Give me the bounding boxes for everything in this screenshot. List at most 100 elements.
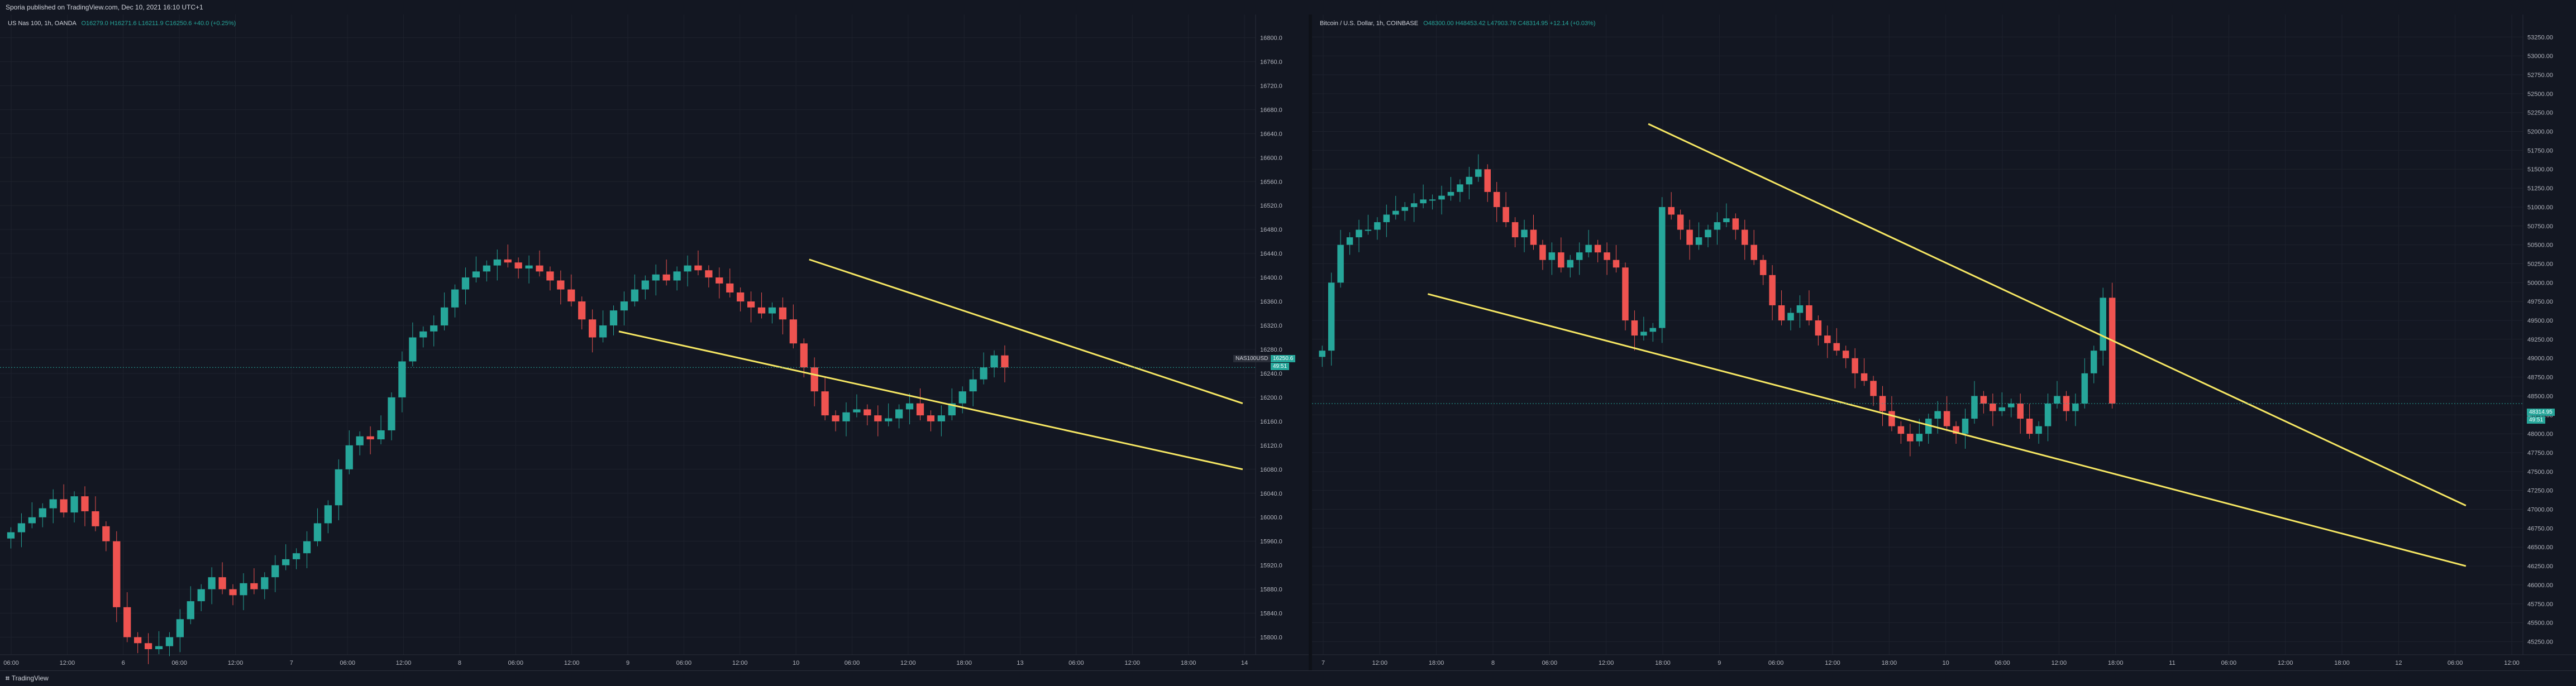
candle-down (747, 301, 755, 308)
candle-up (2054, 396, 2060, 404)
candle-up (1337, 244, 1344, 283)
y-tick-label: 48750.00 (2527, 375, 2553, 381)
y-tick-label: 45250.00 (2527, 639, 2553, 645)
candle-down (1815, 320, 1822, 336)
candle-down (1742, 229, 1748, 245)
right-ohlc: O48300.00 H48453.42 L47903.76 C48314.95 … (1423, 20, 1596, 27)
left-symbol: US Nas 100, 1h, OANDA (8, 20, 77, 27)
y-tick-label: 16560.0 (1260, 179, 1282, 185)
right-chart-pane[interactable]: 53250.00 53000.00 52750.00 52500.00 52250.00… (1312, 15, 2576, 670)
candle-up (1438, 195, 1445, 200)
y-tick-label: 45500.00 (2527, 620, 2553, 627)
candle-down (2017, 403, 2024, 419)
candle-down (864, 409, 871, 416)
pane-divider[interactable] (1309, 15, 1312, 670)
candle-up (1723, 218, 1730, 223)
candle-up (39, 508, 46, 517)
candle-down (92, 511, 99, 526)
x-tick-label: 12:00 (564, 660, 580, 666)
candle-down (536, 265, 543, 272)
y-tick-label: 16120.0 (1260, 443, 1282, 449)
right-price-sub: 49:51 (2527, 416, 2546, 424)
candle-up (2091, 351, 2097, 373)
candle-down (1870, 381, 1877, 396)
candle-down (821, 391, 829, 416)
x-tick-label: 7 (290, 660, 293, 666)
y-tick-label: 16080.0 (1260, 467, 1282, 473)
tradingview-logo[interactable]: ⌗ TradingView (6, 674, 49, 683)
trendline (618, 330, 1243, 471)
candle-up (155, 646, 163, 649)
x-tick-label: 06:00 (1768, 660, 1784, 666)
candle-up (1916, 434, 1923, 442)
x-tick-label: 8 (458, 660, 461, 666)
x-tick-label: 9 (626, 660, 629, 666)
y-tick-label: 15920.0 (1260, 563, 1282, 569)
candle-up (842, 412, 850, 421)
y-tick-label: 49500.00 (2527, 318, 2553, 324)
candle-up (1383, 214, 1390, 223)
candle-up (1548, 252, 1556, 260)
candle-down (113, 541, 121, 607)
y-tick-label: 48500.00 (2527, 393, 2553, 400)
candle-up (335, 469, 342, 506)
y-tick-label: 15840.0 (1260, 611, 1282, 617)
candle-up (1374, 222, 1381, 230)
candle-down (1677, 214, 1684, 230)
candle-down (504, 259, 512, 263)
candle-up (28, 517, 36, 524)
x-tick-label: 9 (1718, 660, 1721, 666)
y-tick-label: 16400.0 (1260, 275, 1282, 281)
publisher-text: Sporia published on TradingView.com, Dec… (6, 3, 203, 11)
left-chart-canvas[interactable]: 16800.0 16760.0 16720.0 16680.0 16640.0 16600… (0, 15, 1309, 670)
candle-up (7, 532, 15, 539)
y-tick-label: 45750.00 (2527, 601, 2553, 608)
candle-up (641, 280, 649, 290)
candle-down (1668, 207, 1675, 215)
y-tick-label: 48000.00 (2527, 431, 2553, 438)
x-tick-label: 10 (1943, 660, 1949, 666)
candle-up (2100, 298, 2106, 351)
candle-up (684, 265, 691, 272)
candle-up (240, 583, 247, 596)
candle-up (609, 310, 618, 326)
candle-down (715, 277, 723, 284)
candle-down (1558, 252, 1564, 268)
candle-up (1475, 169, 1482, 177)
candle-up (208, 577, 216, 589)
candle-up (1705, 229, 1711, 238)
left-chart-pane[interactable]: 16800.0 16760.0 16720.0 16680.0 16640.0 16600… (0, 15, 1309, 670)
x-tick-label: 12:00 (1372, 660, 1388, 666)
candle-up (1714, 222, 1721, 230)
candle-up (1567, 260, 1574, 268)
candle-down (800, 343, 808, 368)
candle-up (1447, 191, 1454, 196)
y-tick-label: 16760.0 (1260, 59, 1282, 65)
y-tick-label: 16280.0 (1260, 347, 1282, 353)
candle-down (726, 283, 734, 292)
candle-up (176, 619, 184, 637)
candle-up (1962, 419, 1969, 434)
y-tick-label: 47250.00 (2527, 488, 2553, 495)
candle-up (1457, 184, 1463, 192)
candle-down (1759, 260, 1767, 275)
right-legend: Bitcoin / U.S. Dollar, 1h, COINBASE O483… (1320, 20, 1596, 27)
candle-up (261, 577, 269, 589)
x-tick-label: 12:00 (60, 660, 75, 666)
candle-up (345, 445, 353, 469)
y-tick-label: 16680.0 (1260, 107, 1282, 113)
candle-up (895, 409, 903, 419)
candle-up (1466, 176, 1473, 185)
y-tick-label: 16800.0 (1260, 35, 1282, 41)
candle-down (1539, 244, 1546, 260)
y-tick-label: 47000.00 (2527, 507, 2553, 514)
candle-up (1356, 229, 1362, 238)
y-tick-label: 50000.00 (2527, 280, 2553, 286)
candle-down (1778, 305, 1785, 321)
candle-down (1824, 335, 1831, 343)
y-tick-label: 16480.0 (1260, 227, 1282, 233)
left-legend: US Nas 100, 1h, OANDA O16279.0 H16271.6 … (8, 20, 236, 27)
right-chart-canvas[interactable]: 53250.00 53000.00 52750.00 52500.00 52250.00… (1312, 15, 2576, 670)
candle-up (990, 355, 998, 368)
y-tick-label: 16200.0 (1260, 395, 1282, 401)
